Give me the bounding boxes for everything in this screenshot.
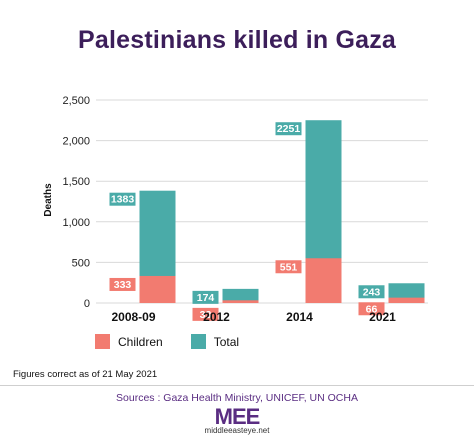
legend-swatch-children (95, 334, 110, 349)
data-label-box-children (192, 307, 219, 321)
y-tick-label: 500 (72, 257, 90, 269)
logo-mark: MEE (214, 404, 261, 429)
y-axis-ticks: 0 500 1,000 1,500 2,000 2,500 (62, 95, 90, 310)
x-axis-categories: 2008-09 2012 2014 2021 (111, 310, 396, 324)
chart-title: Palestinians killed in Gaza (77, 26, 397, 54)
x-category-label: 2014 (286, 310, 313, 324)
data-label-children: 333 (114, 279, 132, 291)
y-tick-label: 0 (84, 298, 90, 310)
bar-total (222, 288, 259, 303)
bar-children (305, 258, 342, 303)
footnote: Figures correct as of 21 May 2021 (13, 369, 158, 380)
legend-item-children: Children (95, 334, 163, 349)
data-label-children: 66 (366, 303, 378, 315)
bar-children (139, 275, 176, 303)
data-label-total: 2251 (277, 123, 301, 135)
data-label-box-total (275, 122, 302, 136)
y-tick-label: 1,000 (62, 217, 90, 229)
legend: Children Total (95, 334, 267, 349)
data-label-total: 243 (363, 286, 381, 298)
y-axis-label: Deaths (43, 183, 54, 217)
bar-children (222, 300, 259, 303)
data-label-box-children (358, 302, 385, 316)
mee-logo: MEE middleeasteye.net (0, 404, 474, 436)
y-tick-label: 1,500 (62, 176, 90, 188)
footer-divider (0, 385, 474, 386)
data-label-children: 551 (280, 261, 298, 273)
data-label-box-total (192, 290, 219, 304)
legend-swatch-total (190, 334, 206, 349)
sources-text: Sources : Gaza Health Ministry, UNICEF, … (116, 392, 358, 404)
data-label-total: 1383 (111, 194, 135, 206)
legend-item-total: Total (190, 334, 240, 349)
legend-label-children: Children (118, 334, 163, 349)
y-tick-label: 2,500 (62, 95, 90, 107)
legend-label-total: Total (213, 334, 240, 349)
logo-url: middleeasteye.net (204, 426, 270, 435)
y-tick-label: 2,000 (62, 136, 90, 148)
bars: 1383 333 174 33 2251 551 243 66 (109, 120, 425, 321)
bar-children (388, 297, 425, 303)
x-category-label: 2008-09 (111, 310, 155, 324)
data-label-box-total (358, 285, 385, 299)
data-label-box-children (275, 260, 302, 274)
x-category-label: 2021 (369, 310, 396, 324)
data-label-box-children (109, 277, 136, 291)
data-label-box-total (109, 192, 136, 206)
x-category-label: 2012 (203, 310, 230, 324)
data-label-total: 174 (197, 292, 215, 304)
data-label-children: 33 (200, 309, 212, 321)
